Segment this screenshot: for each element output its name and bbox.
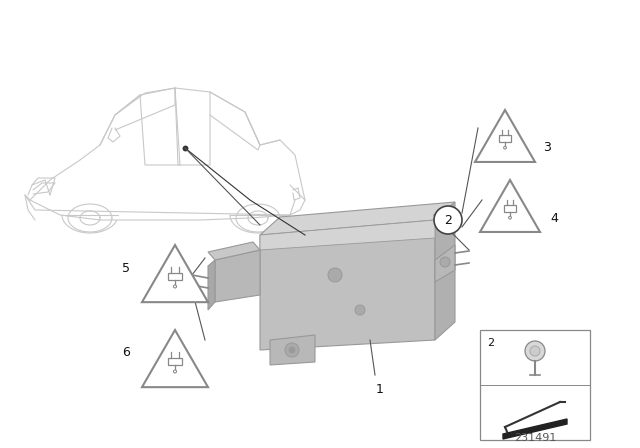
Bar <box>480 330 590 440</box>
Text: 6: 6 <box>122 345 130 358</box>
Polygon shape <box>260 202 455 235</box>
FancyBboxPatch shape <box>499 135 511 142</box>
Polygon shape <box>480 180 540 232</box>
FancyBboxPatch shape <box>504 205 516 212</box>
Circle shape <box>173 285 177 288</box>
Circle shape <box>525 341 545 361</box>
Polygon shape <box>215 250 260 302</box>
Text: 2: 2 <box>487 338 494 348</box>
Circle shape <box>285 343 299 357</box>
Circle shape <box>509 216 511 219</box>
Polygon shape <box>503 419 567 439</box>
Circle shape <box>504 146 506 149</box>
Text: 4: 4 <box>550 211 558 224</box>
Polygon shape <box>208 242 260 260</box>
Circle shape <box>530 346 540 356</box>
Polygon shape <box>142 245 208 302</box>
Circle shape <box>355 305 365 315</box>
Polygon shape <box>260 220 435 350</box>
Polygon shape <box>260 220 435 250</box>
Text: 1: 1 <box>376 383 384 396</box>
Polygon shape <box>270 335 315 365</box>
Circle shape <box>434 206 462 234</box>
FancyBboxPatch shape <box>168 273 182 280</box>
Text: 231491: 231491 <box>514 433 556 443</box>
Polygon shape <box>208 260 215 310</box>
Text: 3: 3 <box>543 141 551 154</box>
Polygon shape <box>435 202 455 340</box>
Polygon shape <box>435 245 455 282</box>
Text: 5: 5 <box>122 262 130 275</box>
Circle shape <box>440 257 450 267</box>
Circle shape <box>173 370 177 373</box>
Text: 2: 2 <box>444 214 452 227</box>
FancyBboxPatch shape <box>168 358 182 365</box>
Polygon shape <box>475 110 535 162</box>
Circle shape <box>289 347 295 353</box>
Circle shape <box>328 268 342 282</box>
Polygon shape <box>142 330 208 387</box>
